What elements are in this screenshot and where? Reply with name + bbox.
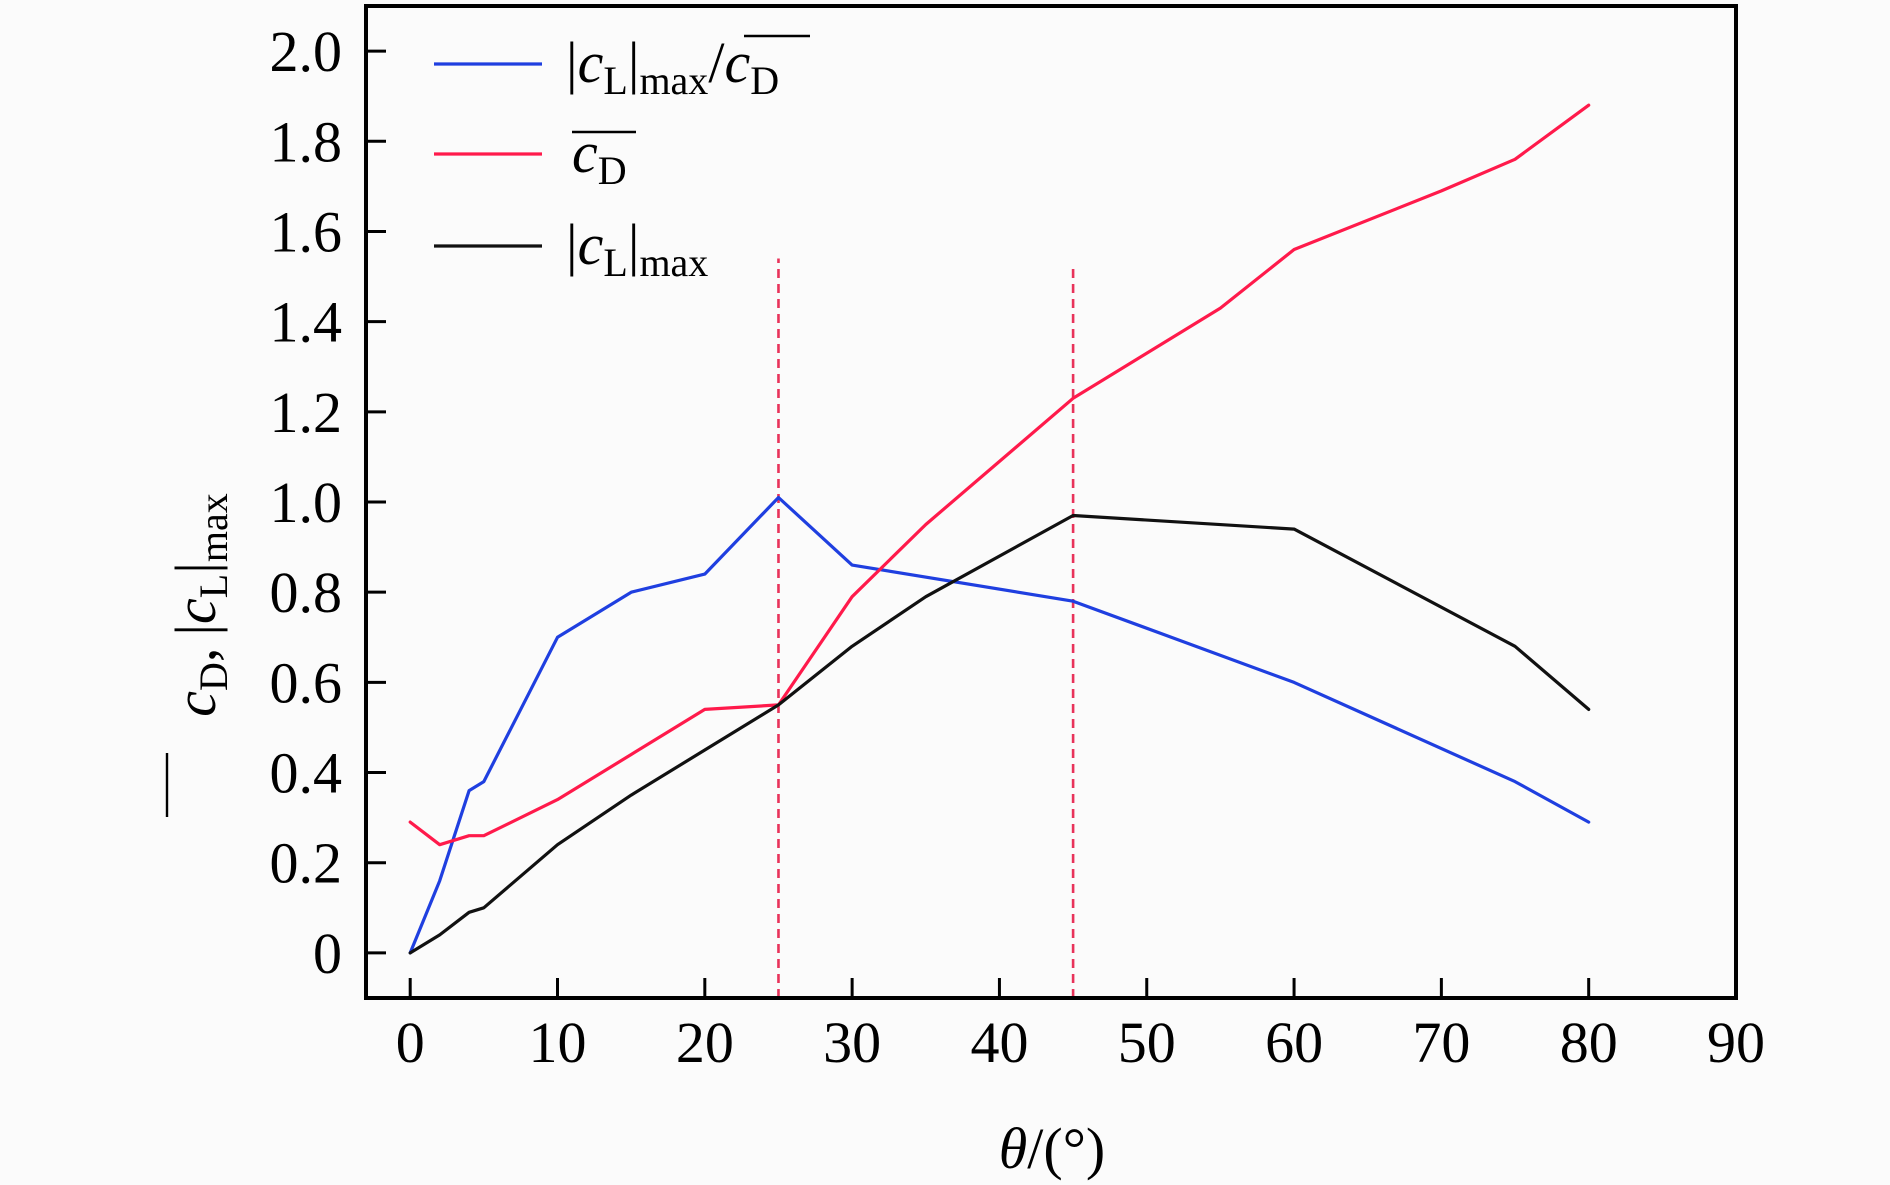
y-axis-cl-sub2: max [191,493,236,562]
x-tick-label-40: 40 [970,1010,1028,1075]
legend-ratio-a-main: c [578,30,604,95]
y-tick-label-1: 1.0 [270,470,343,535]
x-tick-label-10: 10 [529,1010,587,1075]
legend-cd-main: c [572,120,598,185]
legend-ratio-b-sub: D [750,58,779,103]
x-tick-label-20: 20 [676,1010,734,1075]
y-tick-label-1.6: 1.6 [270,199,343,264]
y-axis-bar-right: | [163,562,228,574]
legend-ratio-bar-left: | [566,30,578,95]
y-tick-label-0.6: 0.6 [270,650,343,715]
y-tick-label-0: 0 [313,921,342,986]
legend: |cL|max/cD cD |cL|max [434,30,810,285]
legend-label-ratio: |cL|max/cD [566,30,779,103]
series-line-ratio [408,495,1591,955]
legend-ratio-bar-right: | [628,30,640,95]
legend-ratio-a-sub: L [603,58,627,103]
y-tick-label-2: 2.0 [270,19,343,84]
legend-cl-bar-left: | [566,212,578,277]
y-tick-label-0.2: 0.2 [270,831,343,896]
y-axis-separator: , [163,648,228,663]
y-axis-cd-main: c [163,691,228,717]
legend-label-cl: |cL|max [566,212,708,285]
y-tick-label-0.4: 0.4 [270,741,343,806]
series-line-cd [408,103,1591,847]
series-layer [408,103,1591,955]
y-axis-title: cD,|cL|max [163,493,236,817]
legend-ratio-slash: / [708,30,725,95]
x-tick-label-0: 0 [396,1010,425,1075]
y-tick-label-1.4: 1.4 [270,290,343,355]
y-tick-label-0.8: 0.8 [270,560,343,625]
legend-ratio-a-sub2: max [639,58,708,103]
y-axis-cd-sub: D [191,662,236,691]
legend-cd-sub: D [598,148,627,193]
x-axis-unit: /(°) [1027,1116,1105,1181]
x-tick-label-50: 50 [1118,1010,1176,1075]
axes: 0 10 20 30 40 50 60 70 80 90 0 0.2 0.4 0.6 0.8 1.0 1.2 1.… [270,4,1765,1075]
legend-ratio-b-main: c [724,30,750,95]
x-axis-symbol: θ [999,1116,1028,1181]
x-tick-label-60: 60 [1265,1010,1323,1075]
y-axis-bar-left: | [163,624,228,636]
legend-cl-main: c [578,212,604,277]
svg-text:cD,|cL|max: cD,|cL|max [163,493,236,716]
reference-lines [777,258,1075,998]
y-tick-label-1.2: 1.2 [270,380,343,445]
x-axis-title: θ/(°) [999,1116,1105,1181]
x-tick-label-70: 70 [1412,1010,1470,1075]
x-tick-label-30: 30 [823,1010,881,1075]
series-line-cl [408,513,1591,955]
x-tick-label-80: 80 [1560,1010,1618,1075]
legend-cl-sub2: max [639,240,708,285]
y-tick-label-1.8: 1.8 [270,109,343,174]
legend-cl-bar-right: | [628,212,640,277]
y-axis-cl-sub: L [191,574,236,598]
legend-cl-sub: L [603,240,627,285]
y-axis-cl-main: c [163,598,228,624]
x-tick-label-90: 90 [1707,1010,1765,1075]
